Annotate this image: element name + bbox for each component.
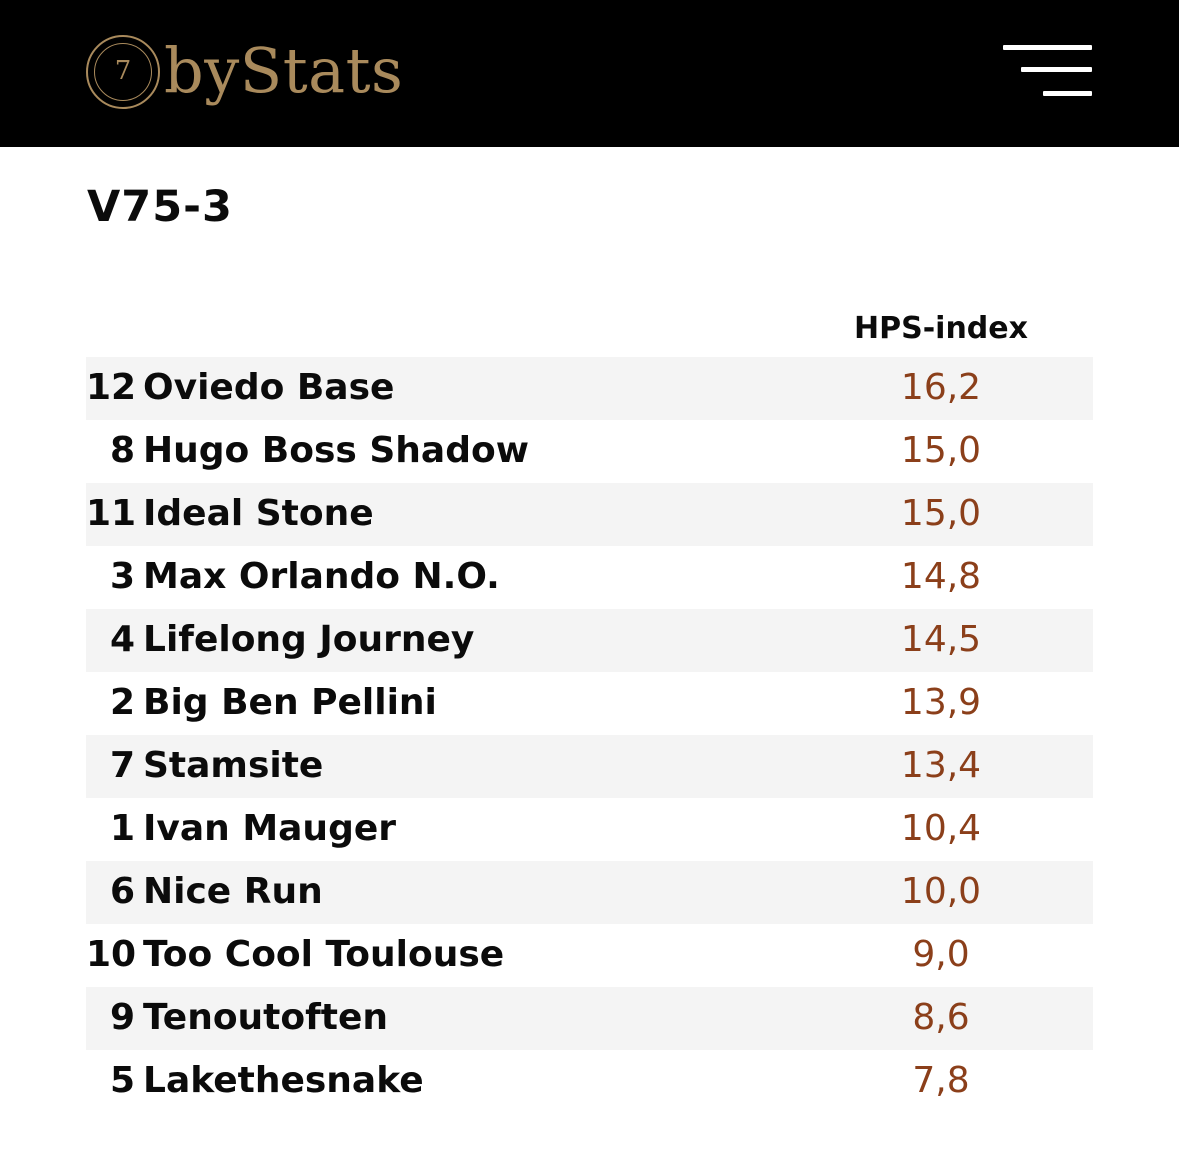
runner-cell: 11 Ideal Stone [86,483,374,546]
hps-value: 16,2 [900,367,982,408]
hps-value: 14,5 [900,619,982,660]
site-header: 7 byStats [0,0,1179,147]
hps-value: 7,8 [912,1060,970,1101]
horse-name: Lifelong Journey [143,619,475,660]
table-row: 2 Big Ben Pellini 13,9 [86,672,1093,735]
start-number: 11 [86,493,137,534]
start-number: 5 [109,1060,135,1101]
menu-line [1043,91,1092,96]
table-header: HPS-index [86,307,1093,357]
hps-value: 8,6 [912,997,970,1038]
page-title: V75-3 [87,182,233,232]
table-row: 10 Too Cool Toulouse 9,0 [86,924,1093,987]
hps-value: 15,0 [900,493,982,534]
horse-name: Max Orlando N.O. [143,556,500,597]
start-number: 1 [109,808,135,849]
table-row: 5 Lakethesnake 7,8 [86,1050,1093,1113]
logo-circle-icon: 7 [86,35,160,109]
table-row: 6 Nice Run 10,0 [86,861,1093,924]
hps-value: 14,8 [900,556,982,597]
hamburger-menu-icon[interactable] [1000,43,1096,101]
table-row: 3 Max Orlando N.O. 14,8 [86,546,1093,609]
runner-cell: 6 Nice Run [86,861,323,924]
horse-name: Tenoutoften [143,997,389,1038]
start-number: 6 [109,871,135,912]
runner-cell: 12 Oviedo Base [86,357,394,420]
start-number: 3 [109,556,135,597]
horse-name: Hugo Boss Shadow [143,430,529,471]
horse-name: Ivan Mauger [143,808,397,849]
horse-name: Too Cool Toulouse [143,934,505,975]
start-number: 10 [86,934,137,975]
table-row: 7 Stamsite 13,4 [86,735,1093,798]
menu-line [1021,67,1092,72]
hps-table: HPS-index 12 Oviedo Base 16,2 8 Hugo Boss … [86,307,1093,1113]
runner-cell: 5 Lakethesnake [86,1050,424,1113]
horse-name: Ideal Stone [143,493,374,534]
start-number: 7 [109,745,135,786]
start-number: 9 [109,997,135,1038]
start-number: 8 [109,430,135,471]
horse-name: Big Ben Pellini [143,682,437,723]
runner-cell: 10 Too Cool Toulouse [86,924,504,987]
runner-cell: 3 Max Orlando N.O. [86,546,500,609]
start-number: 2 [109,682,135,723]
horse-name: Lakethesnake [143,1060,424,1101]
logo-text: byStats [164,33,404,107]
logo-digit: 7 [114,56,132,86]
runner-cell: 4 Lifelong Journey [86,609,474,672]
runner-cell: 8 Hugo Boss Shadow [86,420,529,483]
table-row: 4 Lifelong Journey 14,5 [86,609,1093,672]
table-row: 12 Oviedo Base 16,2 [86,357,1093,420]
start-number: 12 [86,367,137,408]
runner-cell: 1 Ivan Mauger [86,798,396,861]
hps-value: 10,0 [900,871,982,912]
table-row: 1 Ivan Mauger 10,4 [86,798,1093,861]
menu-line [1003,45,1092,50]
horse-name: Stamsite [143,745,324,786]
table-row: 11 Ideal Stone 15,0 [86,483,1093,546]
hps-value: 13,4 [900,745,982,786]
runner-cell: 2 Big Ben Pellini [86,672,437,735]
horse-name: Nice Run [143,871,323,912]
hps-column-header: HPS-index [854,311,1028,346]
hps-value: 9,0 [912,934,970,975]
horse-name: Oviedo Base [143,367,395,408]
hps-value: 15,0 [900,430,982,471]
hps-value: 10,4 [900,808,982,849]
start-number: 4 [109,619,135,660]
hps-value: 13,9 [900,682,982,723]
site-logo[interactable]: 7 byStats [86,34,403,110]
runner-cell: 9 Tenoutoften [86,987,388,1050]
table-row: 9 Tenoutoften 8,6 [86,987,1093,1050]
runner-cell: 7 Stamsite [86,735,323,798]
table-row: 8 Hugo Boss Shadow 15,0 [86,420,1093,483]
